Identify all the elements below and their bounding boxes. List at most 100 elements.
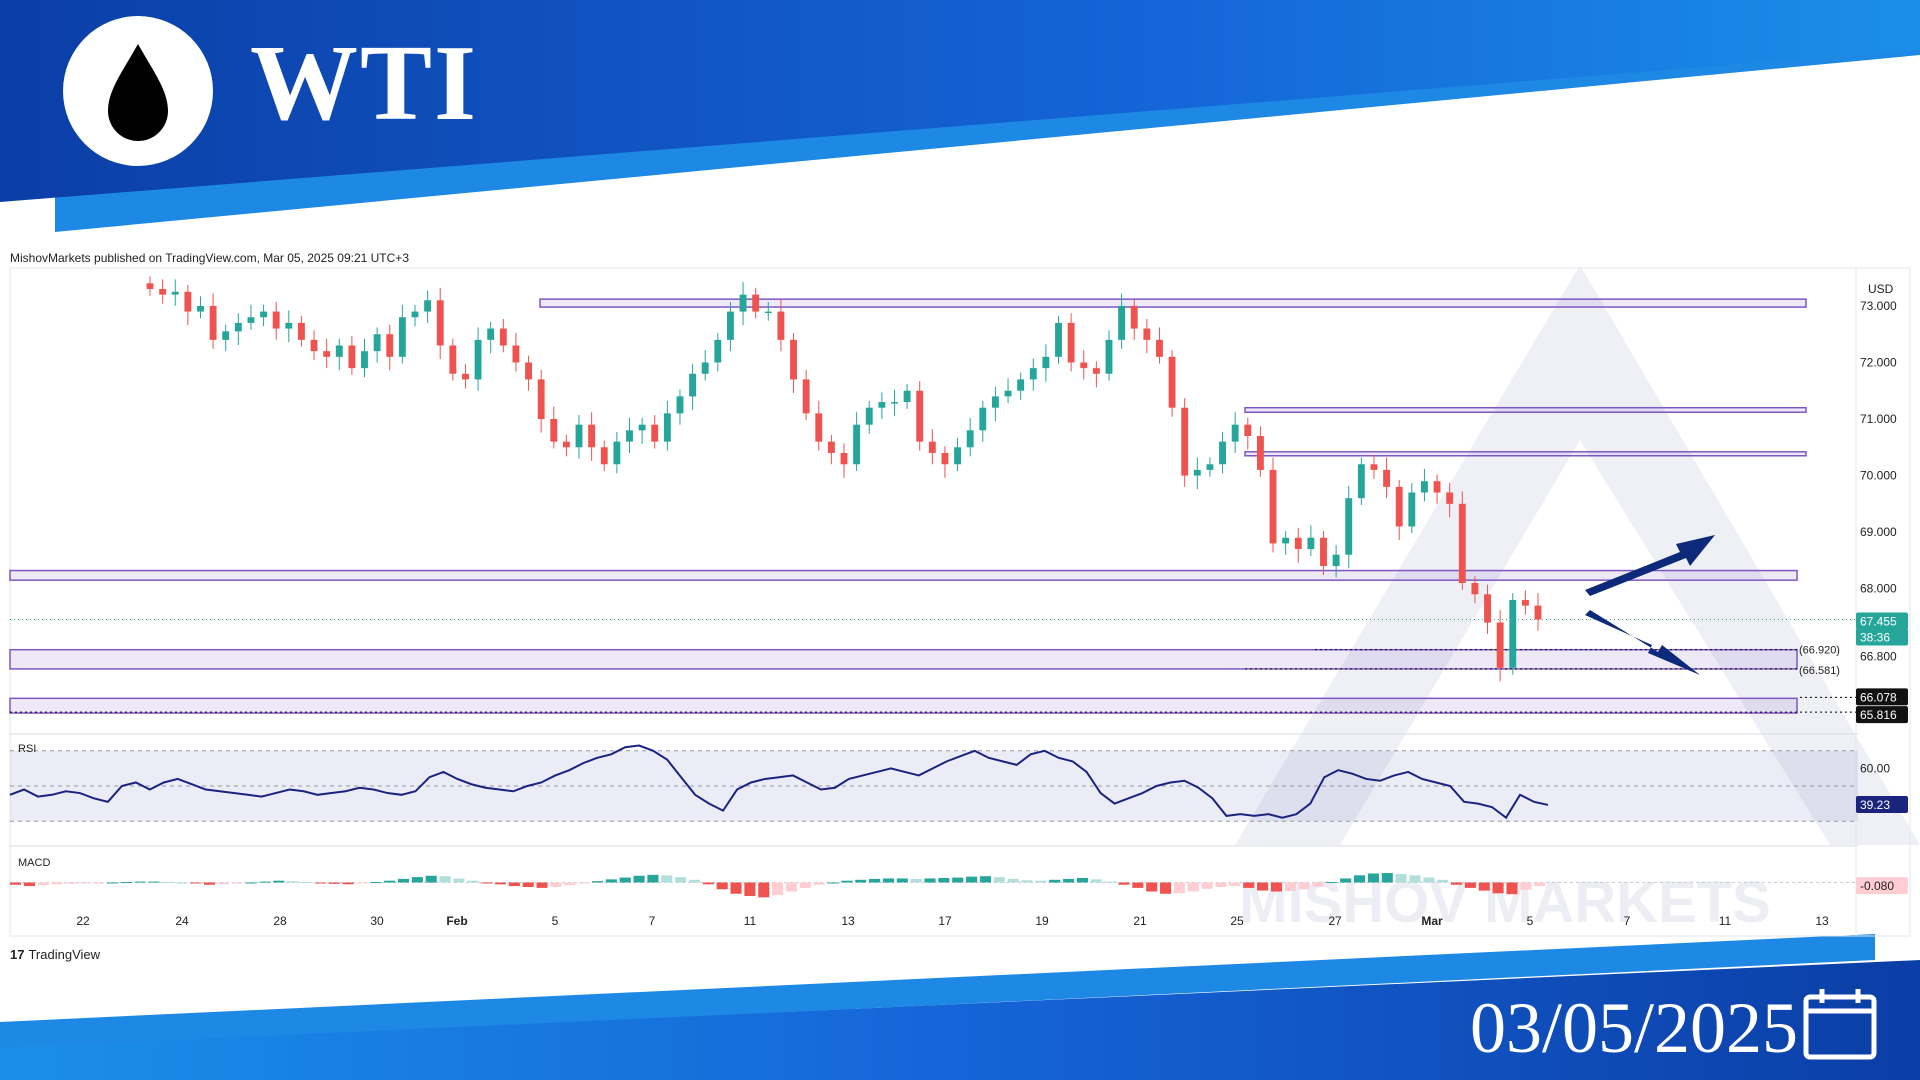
macd-bar xyxy=(896,878,908,883)
candle xyxy=(701,362,709,374)
macd-bar xyxy=(1243,882,1255,888)
x-tick-label: 19 xyxy=(1035,914,1049,928)
macd-bar xyxy=(37,882,49,886)
macd-bar xyxy=(1423,877,1435,883)
candle xyxy=(1307,537,1315,550)
macd-bar xyxy=(300,882,313,884)
candle xyxy=(323,351,331,357)
macd-bar xyxy=(287,881,299,883)
macd-bar xyxy=(162,882,174,884)
y-tick-label: 70.000 xyxy=(1860,469,1897,483)
candle xyxy=(1130,305,1138,329)
candle xyxy=(1420,481,1428,493)
macd-bar xyxy=(564,882,576,886)
macd-bar xyxy=(758,882,770,898)
x-tick-label: 13 xyxy=(841,914,855,928)
candle xyxy=(310,339,318,352)
macd-bar xyxy=(1076,878,1088,883)
logo-badge xyxy=(63,16,213,166)
macd-bar xyxy=(1312,882,1324,887)
macd-bar xyxy=(1354,875,1366,883)
macd-bar xyxy=(259,881,271,883)
macd-bar xyxy=(148,881,160,883)
macd-bar xyxy=(314,882,326,884)
candle xyxy=(1181,407,1189,476)
watermark-shape xyxy=(1235,265,1920,845)
macd-bar xyxy=(203,882,216,885)
candle xyxy=(726,311,734,340)
macd-bar xyxy=(855,879,867,883)
macd-bar xyxy=(979,876,991,883)
y-tick-label: 66.800 xyxy=(1860,649,1897,663)
candle xyxy=(1370,464,1378,470)
macd-bar xyxy=(190,882,202,884)
macd-bar xyxy=(1090,879,1102,883)
candle xyxy=(663,413,671,442)
candle xyxy=(613,441,621,465)
currency-label: USD xyxy=(1868,282,1894,296)
macd-bar xyxy=(550,882,562,887)
macd-bar xyxy=(106,882,119,884)
macd-bar xyxy=(688,879,701,883)
macd-bar xyxy=(841,880,853,883)
macd-bar xyxy=(1395,873,1407,883)
rsi-value-tag-bg xyxy=(1856,795,1908,813)
candle xyxy=(588,424,596,448)
candle xyxy=(159,288,167,295)
candle xyxy=(928,441,936,453)
candle xyxy=(1446,492,1454,504)
candle xyxy=(600,447,608,465)
macd-bar xyxy=(1298,882,1310,890)
macd-bar xyxy=(1257,882,1269,891)
macd-bar xyxy=(508,882,520,887)
x-tick-label: 13 xyxy=(1815,914,1829,928)
macd-bar xyxy=(1049,879,1061,883)
tradingview-logo[interactable]: 17 TradingView xyxy=(10,947,100,962)
candle xyxy=(1042,356,1050,369)
candle xyxy=(1269,469,1277,544)
x-tick-label: 5 xyxy=(552,914,559,928)
x-tick-label: 27 xyxy=(1328,914,1342,928)
candle xyxy=(903,390,911,403)
macd-bar xyxy=(425,875,437,883)
macd-bar xyxy=(1367,873,1379,883)
candle xyxy=(1332,554,1340,567)
macd-bar xyxy=(938,878,950,883)
candle xyxy=(1320,537,1327,567)
candle xyxy=(802,379,810,414)
banner-bottom-accent xyxy=(0,934,1875,1050)
candle xyxy=(537,379,545,420)
candle xyxy=(1017,379,1025,391)
candle xyxy=(1534,605,1542,620)
candle xyxy=(575,424,583,448)
level-zone-66-9 xyxy=(9,648,1798,670)
macd-bar xyxy=(328,882,340,884)
x-tick-label: 25 xyxy=(1230,914,1244,928)
macd-bar xyxy=(799,882,811,888)
chart-frame xyxy=(9,267,1911,937)
level-resistance-70-4 xyxy=(1244,451,1807,457)
candle xyxy=(1294,537,1302,550)
macd-bar xyxy=(134,881,146,883)
macd-bar xyxy=(744,882,756,896)
macd-bar xyxy=(1118,882,1130,885)
down-arrow xyxy=(1585,610,1700,675)
level-zone-66-0 xyxy=(9,697,1798,714)
macd-bar xyxy=(1132,882,1144,888)
macd-bar xyxy=(1160,882,1172,894)
x-tick-label: 24 xyxy=(175,914,189,928)
candle xyxy=(398,317,406,357)
macd-bar xyxy=(785,882,798,892)
candle xyxy=(436,300,444,346)
candle xyxy=(790,339,797,380)
macd-bar xyxy=(1284,882,1296,892)
tradingview-logo-text: TradingView xyxy=(28,947,101,962)
candle xyxy=(1282,537,1290,544)
candle xyxy=(979,407,987,431)
macd-bar xyxy=(231,882,243,884)
macd-bar xyxy=(1104,881,1116,883)
macd-bar xyxy=(1464,882,1476,888)
candle xyxy=(1055,322,1062,357)
candle xyxy=(424,300,432,312)
rsi-line xyxy=(9,744,1549,820)
